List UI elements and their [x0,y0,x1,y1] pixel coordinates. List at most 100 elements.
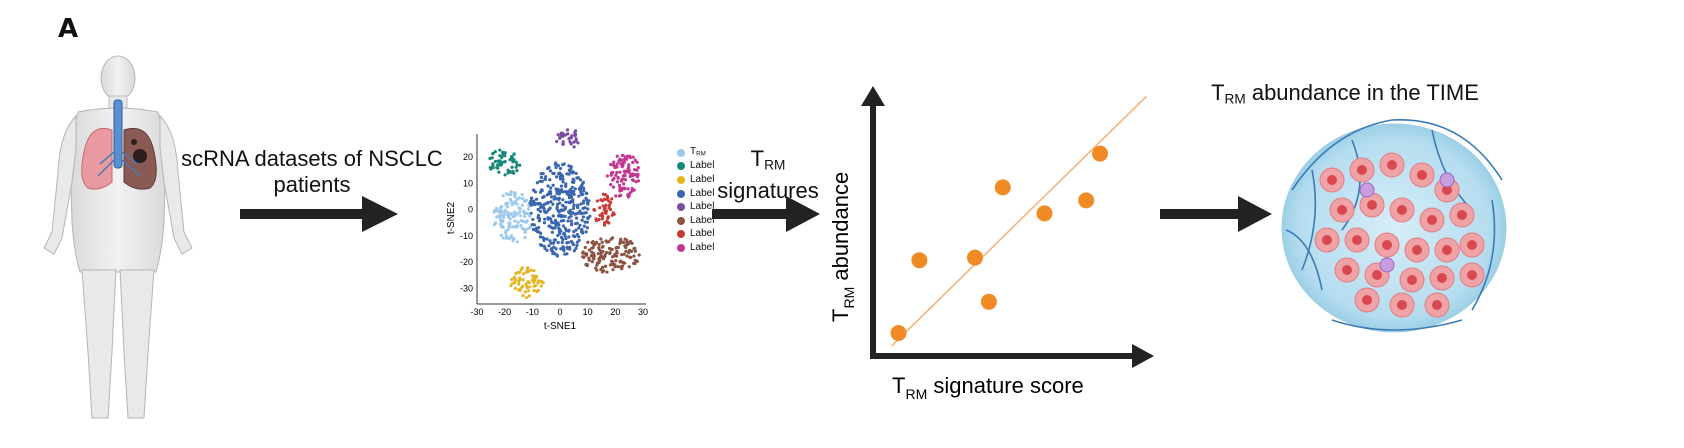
cell-nucleus-icon [1442,185,1452,195]
tsne-point [501,225,505,229]
tsne-legend-item: TRM [677,146,714,160]
tsne-point [538,209,543,213]
tsne-point [599,237,603,241]
tsne-point [531,227,536,232]
tsne-point [602,223,607,227]
tsne-point [611,163,615,167]
tsne-point [584,262,588,267]
tsne-point [518,210,522,214]
legend-label: Label [690,228,715,240]
tsne-point [498,218,503,222]
tsne-point [611,185,616,189]
tsne-point [511,215,515,219]
cell-nucleus-icon [1362,295,1372,305]
tsne-point [508,236,512,240]
tsne-point [630,172,635,176]
scatter-point [890,325,907,341]
tsne-point [512,201,516,205]
tsne-point [555,254,560,258]
tsne-point [534,275,539,279]
tsne-x-ticks: -30 -20 -10 0 10 20 30 [470,307,648,317]
tsne-point [491,166,495,170]
tsne-y-tick: 10 [463,178,473,188]
tsne-point [561,163,565,167]
tsne-point [549,186,553,190]
tsne-point [574,246,578,251]
tsne-point [607,203,612,207]
tsne-point [490,156,494,160]
tsne-legend: TRM Label Label Label Label Label Label Label [677,146,714,255]
tsne-point [565,191,570,196]
tsne-point [635,160,639,164]
tsne-point [557,213,561,218]
tsne-point [573,133,577,137]
tsne-point [622,252,626,256]
tsne-point [551,202,555,206]
tsne-point [565,241,569,245]
tsne-point [536,225,541,230]
tsne-point [553,238,557,242]
tsne-point [620,158,624,162]
cell-nucleus-icon [1437,273,1447,283]
scatter-points [890,145,1109,341]
tsne-point [512,275,516,279]
tsne-point [551,241,555,245]
tsne-point [570,134,574,138]
tsne-point [540,188,544,192]
tsne-point [573,221,578,226]
tsne-point [539,172,543,176]
tsne-point [541,206,546,210]
tsne-point [527,226,531,230]
tsne-point [549,191,553,196]
tsne-point [632,254,636,258]
arrow-right-icon [240,196,398,232]
tsne-point [621,174,625,178]
tsne-point [582,199,586,203]
tsne-point [581,215,586,219]
tsne-point [491,162,495,166]
tsne-point [585,220,589,224]
tsne-point [569,223,574,227]
tsne-point [488,166,492,170]
tsne-point [621,153,625,158]
tsne-point [620,186,624,190]
tsne-point [542,209,547,213]
tsne-point [598,213,602,217]
tsne-point [518,214,523,218]
tsne-point [561,246,565,250]
legend-label: Label [690,201,715,213]
legend-swatch [677,189,685,198]
tsne-point [553,221,557,225]
tsne-point [572,189,576,194]
tsne-point [574,171,578,176]
tsne-point [559,208,563,212]
tsne-point [514,272,518,276]
tsne-point [504,231,508,235]
tsne-point [549,200,553,204]
tsne-point [514,165,518,169]
step1-line2: patients [273,172,351,197]
tsne-point [551,183,555,187]
step1-line1: scRNA datasets of NSCLC [181,146,443,171]
tsne-point [498,216,502,220]
tsne-point [517,282,521,286]
tsne-point [618,242,622,246]
tsne-point [565,246,570,250]
scatter-point [911,252,928,269]
tsne-point [579,202,583,206]
tsne-point [577,194,581,198]
tsne-point [561,224,566,228]
tsne-point [551,214,555,218]
tsne-point [628,174,632,178]
tsne-point [523,235,527,240]
tsne-point [526,207,531,211]
tsne-point [584,230,588,234]
tsne-point [532,202,537,207]
tsne-point [548,239,552,243]
tsne-point [594,217,598,221]
tsne-point [609,237,613,241]
tsne-point [633,158,637,162]
tsne-point [546,166,550,171]
tsne-point [545,210,549,214]
tsne-point [572,230,576,234]
